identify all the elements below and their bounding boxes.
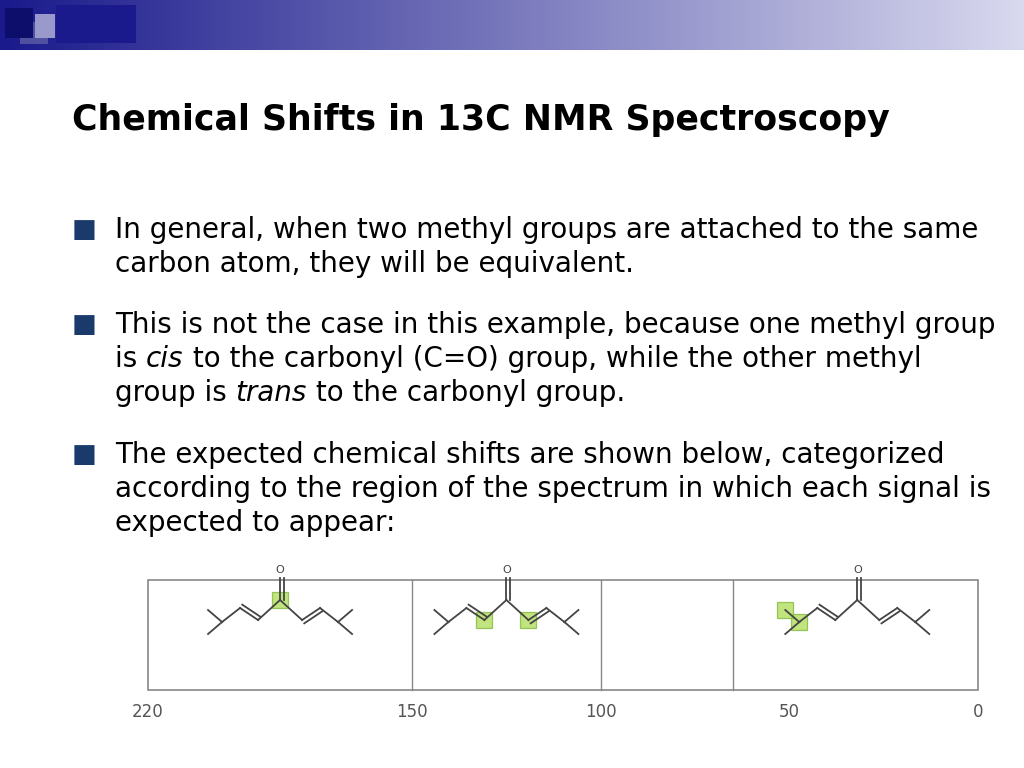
Bar [272, 592, 288, 608]
Text: ■: ■ [72, 217, 97, 243]
Bar [35, 14, 55, 38]
Bar [5, 8, 33, 38]
Bar [520, 612, 537, 628]
Text: is: is [115, 345, 146, 373]
Text: cis: cis [146, 345, 183, 373]
Text: One signal: One signal [240, 668, 321, 684]
Text: Two signals: Two signals [463, 668, 550, 684]
Text: ■: ■ [72, 442, 97, 468]
Text: 50: 50 [779, 703, 800, 721]
Bar [56, 5, 136, 43]
Text: to the carbonyl group.: to the carbonyl group. [307, 379, 626, 407]
Text: expected to appear:: expected to appear: [115, 509, 395, 537]
Bar [777, 602, 794, 618]
Text: In general, when two methyl groups are attached to the same: In general, when two methyl groups are a… [115, 216, 978, 244]
Text: group is: group is [115, 379, 236, 407]
Bar [148, 580, 978, 690]
Text: 220: 220 [132, 703, 164, 721]
Text: 100: 100 [585, 703, 616, 721]
Text: This is not the case in this example, because one methyl group: This is not the case in this example, be… [115, 311, 995, 339]
Text: 0: 0 [973, 703, 983, 721]
Text: O: O [502, 565, 511, 575]
Text: trans: trans [236, 379, 307, 407]
Text: O: O [275, 565, 285, 575]
Text: according to the region of the spectrum in which each signal is: according to the region of the spectrum … [115, 475, 991, 503]
Text: 150: 150 [396, 703, 428, 721]
Text: The expected chemical shifts are shown below, categorized: The expected chemical shifts are shown b… [115, 441, 944, 469]
Text: Two signals: Two signals [814, 668, 901, 684]
Bar [20, 22, 48, 44]
Bar [476, 612, 493, 628]
Text: ■: ■ [72, 312, 97, 338]
Bar [792, 614, 807, 630]
Text: carbon atom, they will be equivalent.: carbon atom, they will be equivalent. [115, 250, 634, 278]
Text: Chemical Shifts in 13C NMR Spectroscopy: Chemical Shifts in 13C NMR Spectroscopy [72, 103, 890, 137]
Text: O: O [853, 565, 861, 575]
Text: to the carbonyl (C=O) group, while the other methyl: to the carbonyl (C=O) group, while the o… [183, 345, 922, 373]
